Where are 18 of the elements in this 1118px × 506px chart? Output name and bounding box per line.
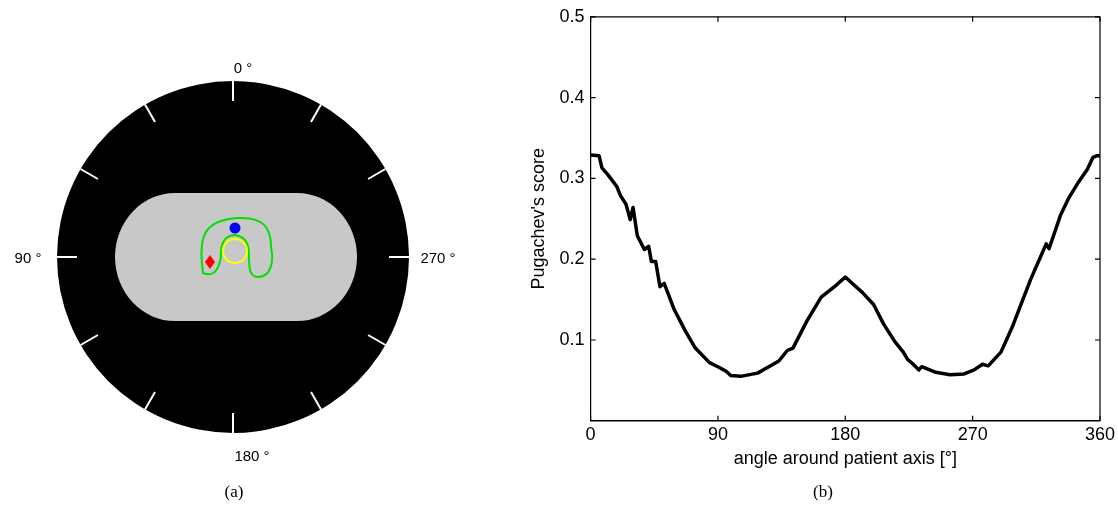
- y-axis-title: Pugachev's score: [527, 148, 548, 290]
- x-axis-title: angle around patient axis [°]: [733, 448, 957, 469]
- x-tick-label: 90: [707, 423, 728, 444]
- y-tick-label: 0.5: [559, 5, 585, 26]
- text: 270 °: [420, 248, 456, 266]
- x-tick-label: 270: [957, 423, 988, 444]
- x-tick-label: 0: [585, 423, 596, 444]
- text: 0 °: [233, 58, 253, 76]
- x-tick-label: 360: [1084, 423, 1116, 444]
- x-tick-label: 180: [830, 423, 861, 444]
- text: 90 °: [14, 248, 42, 266]
- text: 180 °: [234, 446, 270, 464]
- y-tick-label: 0.1: [559, 328, 585, 349]
- text: (b): [813, 482, 833, 502]
- y-tick-label: 0.3: [559, 167, 585, 188]
- y-tick-label: 0.2: [559, 248, 585, 269]
- y-tick-label: 0.4: [559, 86, 585, 107]
- text: (a): [224, 482, 244, 502]
